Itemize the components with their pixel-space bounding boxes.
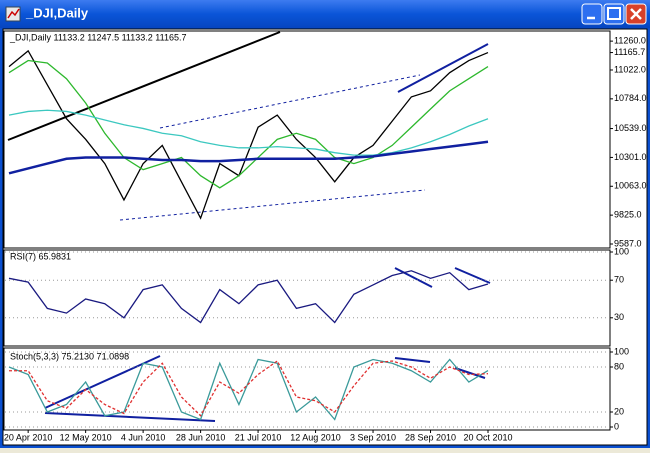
series-line — [8, 270, 489, 324]
series-line — [9, 360, 489, 417]
y-tick-label: 11260.0 — [614, 35, 646, 45]
y-tick-label: 11165.7 — [614, 47, 645, 57]
close-button[interactable] — [625, 3, 647, 25]
drawn-objects — [7, 31, 491, 422]
y-tick-label: 30 — [614, 312, 624, 322]
series-line — [8, 140, 489, 175]
series-line — [8, 358, 489, 421]
y-tick-label: 20 — [614, 406, 624, 416]
x-tick-label: 20 Apr 2010 — [4, 432, 53, 442]
x-tick-label: 28 Jun 2010 — [176, 432, 226, 442]
minimize-button[interactable] — [581, 3, 603, 25]
rsi-panel — [3, 249, 611, 347]
x-tick-label: 4 Jun 2010 — [121, 432, 166, 442]
panel-label: _DJI,Daily 11133.2 11247.5 11133.2 11165… — [9, 32, 186, 42]
series-line — [8, 49, 489, 220]
x-tick-label: 3 Sep 2010 — [350, 432, 396, 442]
window-title: _DJI,Daily — [25, 5, 89, 20]
y-tick-label: 0 — [614, 421, 619, 431]
x-tick-label: 20 Oct 2010 — [463, 432, 512, 442]
title-bar — [0, 0, 650, 28]
x-tick-label: 21 Jul 2010 — [235, 432, 282, 442]
y-tick-label: 9825.0 — [614, 210, 642, 220]
panel-label: RSI(7) 65.9831 — [10, 251, 71, 261]
y-tick-label: 9587.0 — [614, 238, 642, 248]
y-tick-label: 11022.0 — [614, 64, 646, 74]
app-icon-graph — [7, 8, 20, 19]
y-tick-label: 10301.0 — [614, 152, 647, 162]
y-tick-label: 100 — [614, 246, 629, 256]
x-tick-label: 12 Aug 2010 — [290, 432, 341, 442]
y-tick-label: 100 — [614, 346, 629, 356]
stoch-panel — [3, 347, 611, 431]
y-tick-label: 70 — [614, 275, 624, 285]
y-tick-label: 10784.0 — [614, 93, 647, 103]
price-panel — [3, 30, 611, 249]
panel-label: Stoch(5,3,3) 75.2130 71.0898 — [10, 351, 129, 361]
series-line — [8, 109, 489, 156]
y-tick-label: 80 — [614, 361, 624, 371]
x-tick-label: 12 May 2010 — [60, 432, 112, 442]
x-tick-label: 28 Sep 2010 — [405, 432, 456, 442]
maximize-button[interactable] — [603, 3, 625, 25]
y-tick-label: 10063.0 — [614, 181, 647, 191]
series-line — [8, 59, 489, 189]
y-tick-label: 10539.0 — [614, 123, 647, 133]
